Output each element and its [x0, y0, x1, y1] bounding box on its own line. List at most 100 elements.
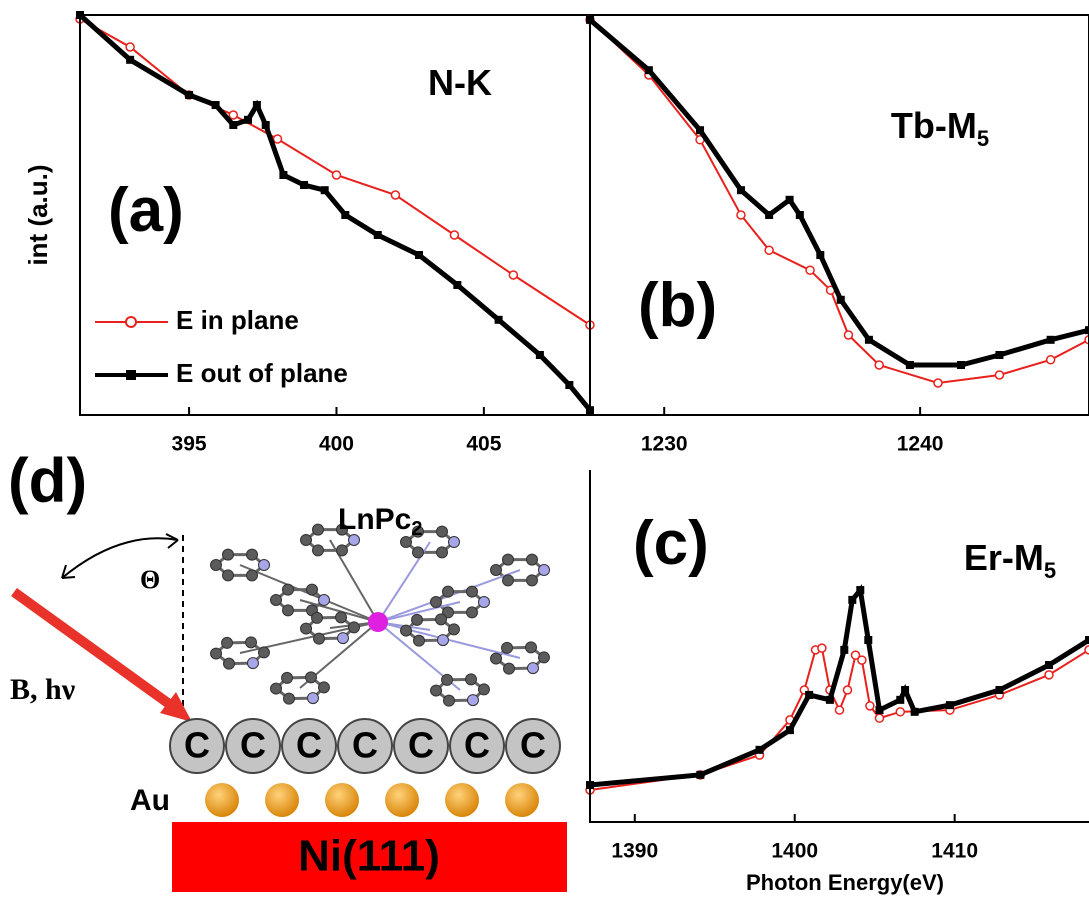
molecule-center [368, 612, 388, 632]
molecule-atom [318, 682, 329, 693]
point-marker [737, 186, 745, 194]
x-tick-label: 1400 [771, 840, 818, 863]
point-marker [865, 336, 873, 344]
point-marker [906, 361, 914, 369]
molecule-atom [538, 652, 549, 663]
point-marker [796, 211, 804, 219]
molecule-atom [479, 597, 490, 608]
substrate-label: Ni(111) [298, 832, 440, 881]
point-marker [509, 271, 517, 279]
molecule-atom [503, 663, 514, 674]
molecule-atom [306, 672, 317, 683]
carbon-label: C [520, 725, 546, 766]
point-marker [244, 116, 252, 124]
point-marker [818, 644, 826, 652]
point-marker [957, 361, 965, 369]
molecule-atom [443, 586, 454, 597]
x-tick-label: 400 [319, 433, 354, 456]
molecule-atom [283, 584, 294, 595]
point-marker [126, 43, 134, 51]
point-marker [826, 696, 834, 704]
molecule-atom [467, 607, 478, 618]
molecule-atom [443, 695, 454, 706]
legend-marker [126, 370, 136, 380]
molecule-atom [247, 549, 258, 560]
molecule-atom [436, 614, 447, 625]
molecule-atom [222, 637, 233, 648]
molecule-label: LnPc2 [338, 503, 422, 540]
molecule-atom [223, 658, 234, 669]
annotation-text: (c) [633, 509, 709, 578]
molecule-atom [223, 549, 234, 560]
point-marker [253, 101, 261, 109]
gold-atom [265, 783, 299, 817]
point-marker [696, 126, 704, 134]
molecule-atom [336, 612, 347, 623]
molecule-atom [301, 623, 312, 634]
point-marker [645, 66, 653, 74]
molecule-atom [246, 637, 257, 648]
molecule-atom [431, 685, 442, 696]
point-marker [875, 714, 883, 722]
annotation: Tb-M5 [891, 105, 989, 151]
point-marker [995, 686, 1003, 694]
point-marker [536, 351, 544, 359]
point-marker [279, 171, 287, 179]
figure: (d) LnPc2 Θ B, hν Au Ni(111) CCCCCCC 395… [0, 0, 1089, 900]
molecule-atom [247, 658, 258, 669]
point-marker [765, 246, 773, 254]
point-marker [495, 316, 503, 324]
molecule-atom [467, 586, 478, 597]
molecule-atom [491, 565, 502, 576]
point-marker [843, 686, 851, 694]
molecule-atom [319, 595, 330, 606]
molecule-atom [258, 647, 269, 658]
molecule-atom [401, 625, 412, 636]
molecule-atom [259, 560, 270, 571]
x-tick-label: 1230 [641, 433, 688, 456]
legend-label: E in plane [176, 305, 299, 335]
molecule [211, 524, 550, 706]
point-marker [866, 702, 874, 710]
point-marker [391, 191, 399, 199]
point-marker [911, 708, 919, 716]
point-marker [565, 381, 573, 389]
angle-label: Θ [140, 565, 160, 594]
angle-arrowheads [62, 534, 178, 578]
point-marker [229, 121, 237, 129]
point-marker [756, 746, 764, 754]
molecule-atom [211, 560, 222, 571]
molecule-sub: 2 [411, 518, 422, 540]
point-marker [1045, 661, 1053, 669]
point-marker [274, 135, 282, 143]
x-tick-label: 1390 [611, 840, 658, 863]
molecule-atom [431, 597, 442, 608]
point-marker [374, 231, 382, 239]
point-marker [856, 586, 864, 594]
molecule-atom [283, 605, 294, 616]
point-marker [1045, 671, 1053, 679]
molecule-atom [526, 642, 537, 653]
molecule-atom [282, 672, 293, 683]
molecule-atom [491, 653, 502, 664]
molecule-atom [271, 683, 282, 694]
point-marker [341, 211, 349, 219]
point-marker [1047, 336, 1055, 344]
x-tick-label: 1410 [931, 840, 978, 863]
point-marker [786, 726, 794, 734]
legend-marker [126, 317, 136, 327]
point-marker [321, 186, 329, 194]
annotation-text: Tb-M [891, 105, 977, 146]
point-marker [212, 101, 220, 109]
molecule-name: LnPc [338, 503, 411, 536]
molecule-atom [307, 584, 318, 595]
gold-atom [445, 783, 479, 817]
molecule-atom [413, 547, 424, 558]
point-marker [901, 686, 909, 694]
point-marker [453, 281, 461, 289]
point-marker [844, 331, 852, 339]
point-marker [805, 691, 813, 699]
annotation-sub: 5 [977, 126, 989, 151]
point-marker [126, 56, 134, 64]
